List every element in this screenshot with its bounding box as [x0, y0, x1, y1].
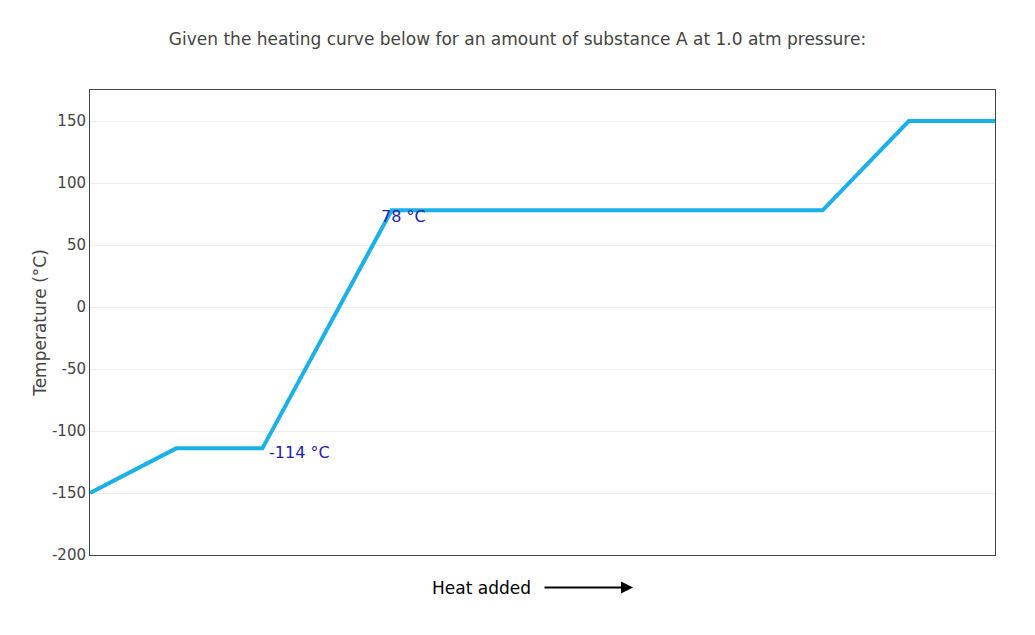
svg-text:Temperature (°C): Temperature (°C): [30, 249, 50, 397]
svg-text:78 °C: 78 °C: [381, 207, 426, 226]
svg-text:0: 0: [76, 298, 86, 316]
svg-text:Heat added: Heat added: [432, 578, 531, 598]
svg-text:150: 150: [57, 112, 86, 130]
svg-text:100: 100: [57, 174, 86, 192]
svg-text:-114 °C: -114 °C: [269, 443, 330, 462]
svg-text:-200: -200: [52, 546, 86, 564]
svg-text:-50: -50: [62, 360, 87, 378]
svg-text:-100: -100: [52, 422, 86, 440]
svg-text:Given the heating curve below: Given the heating curve below for an amo…: [169, 29, 866, 49]
svg-text:50: 50: [67, 236, 86, 254]
svg-text:-150: -150: [52, 484, 86, 502]
